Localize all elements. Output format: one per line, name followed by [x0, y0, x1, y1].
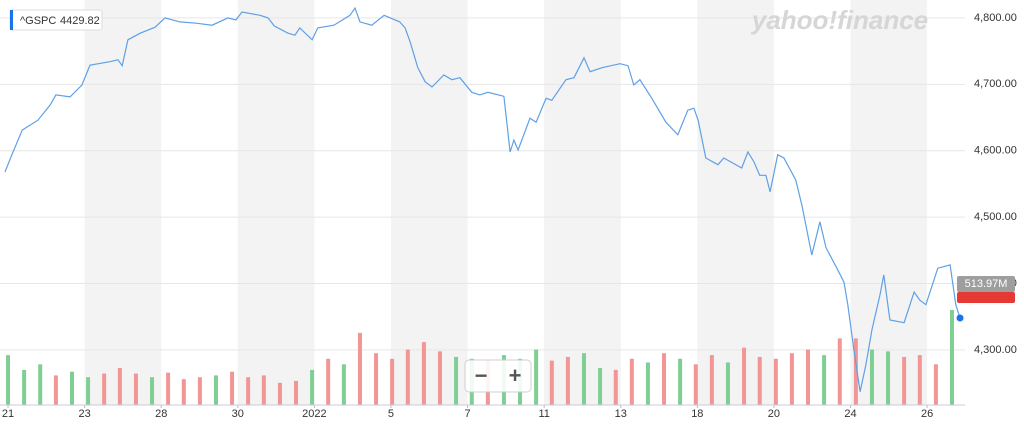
volume-bar	[693, 364, 698, 405]
volume-bar	[837, 338, 842, 405]
y-tick-label: 4,600.00	[974, 145, 1017, 157]
volume-bar	[310, 369, 315, 405]
volume-bar	[789, 353, 794, 405]
band	[697, 0, 774, 405]
y-tick-label: 4,500.00	[974, 211, 1017, 223]
volume-bar	[69, 371, 74, 405]
zoom-controls: − +	[464, 359, 532, 393]
volume-bar	[933, 364, 938, 405]
volume-bar	[294, 380, 299, 405]
volume-bar	[6, 355, 11, 405]
volume-bar	[454, 356, 459, 405]
band	[544, 0, 621, 405]
grid	[0, 17, 965, 351]
zoom-in[interactable]: +	[509, 363, 522, 388]
x-tick-label: 18	[691, 408, 703, 420]
volume-label: 513.97M	[965, 278, 1008, 290]
volume-bar	[598, 368, 603, 405]
x-tick-label: 13	[615, 408, 627, 420]
volume-bar	[757, 356, 762, 405]
x-tick-label: 11	[538, 408, 549, 420]
volume-bar	[725, 362, 730, 405]
volume-bar	[549, 360, 554, 405]
band	[390, 0, 468, 405]
volume-label-box	[957, 275, 1015, 292]
x-tick-label: 24	[844, 408, 856, 420]
x-tick-label: 23	[79, 408, 91, 420]
volume-bar	[230, 371, 235, 405]
volume-bar	[822, 355, 827, 405]
volume-bar	[902, 356, 907, 405]
volume-bar	[277, 382, 282, 405]
volume-bar	[534, 349, 539, 405]
volume-bar	[326, 358, 331, 405]
volume-bar	[213, 375, 218, 405]
y-tick-label: 4,800.00	[974, 12, 1017, 24]
last-price: 4429.82	[60, 15, 100, 27]
band	[237, 0, 315, 405]
x-tick-label: 2022	[302, 408, 326, 420]
volume-bar	[181, 379, 186, 405]
symbol-badge: ^GSPC 4429.82	[9, 9, 103, 31]
bands	[84, 0, 928, 405]
volume-bar	[853, 338, 858, 405]
volume-bar	[341, 364, 346, 405]
y-tick-label: 4,300.00	[974, 344, 1017, 356]
x-tick-label: 7	[465, 408, 471, 420]
volume-bar	[102, 373, 107, 405]
volume-bar	[117, 368, 122, 405]
x-tick-label: 30	[232, 408, 244, 420]
volume-bar	[197, 377, 202, 405]
volume-bar	[53, 375, 58, 405]
volume-bar	[22, 369, 27, 405]
volume-bar	[437, 351, 442, 405]
x-tick-label: 28	[155, 408, 167, 420]
band	[850, 0, 928, 405]
zoom-box	[464, 359, 532, 393]
volume-bar	[421, 342, 426, 405]
volume-bar	[261, 375, 266, 405]
volume-bar	[581, 353, 586, 405]
band	[84, 0, 162, 405]
volume-bar	[949, 309, 954, 405]
volume-bar	[166, 372, 171, 405]
volume-bar	[357, 332, 362, 405]
volume-bar	[390, 358, 395, 405]
volume-bar	[374, 353, 379, 405]
volume-bar	[405, 349, 410, 405]
x-tick-label: 5	[388, 408, 394, 420]
x-tick-label: 20	[768, 408, 780, 420]
volume-bar	[678, 358, 683, 405]
volume-bar	[38, 364, 43, 405]
volume-bar	[645, 362, 650, 405]
price-line	[4, 6, 961, 392]
volume-bar	[709, 355, 714, 405]
x-tick-label: 26	[921, 408, 933, 420]
last-point	[956, 314, 964, 322]
volume	[6, 309, 954, 405]
volume-bar	[246, 377, 251, 405]
y-tick-label: 4,700.00	[974, 78, 1017, 90]
volume-bar	[86, 377, 91, 405]
volume-bar	[629, 358, 634, 405]
price-label-box	[957, 291, 1015, 303]
volume-bar	[742, 347, 747, 405]
volume-bar	[662, 353, 667, 405]
badge-accent	[10, 10, 13, 30]
volume-bar	[150, 377, 155, 405]
x-tick-label: 21	[2, 408, 14, 420]
volume-bar	[565, 356, 570, 405]
volume-bar	[886, 351, 891, 405]
symbol: ^GSPC	[20, 15, 56, 27]
volume-bar	[869, 349, 874, 405]
zoom-out[interactable]: −	[475, 363, 488, 388]
volume-bar	[133, 373, 138, 405]
volume-bar	[613, 369, 618, 405]
volume-bar	[917, 355, 922, 405]
watermark: yahoo!finance	[750, 5, 928, 35]
volume-bar	[805, 349, 810, 405]
volume-bar	[773, 358, 778, 405]
